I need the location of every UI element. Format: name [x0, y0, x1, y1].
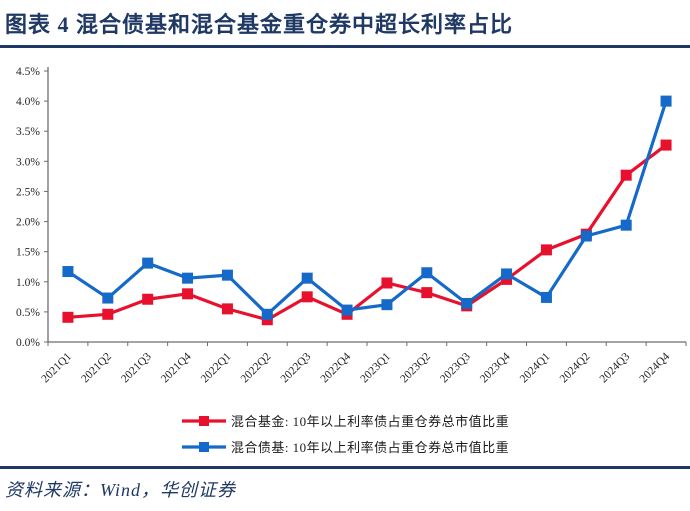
series-marker-1: [381, 299, 393, 311]
line-chart: 0.0% 0.5% 1.0% 1.5% 2.0% 2.5% 3.0% 3.5% 4.0% 4.5%…: [16, 66, 687, 385]
legend-label: 混合基金: 10年以上利率债占重仓券总市值比重: [230, 414, 510, 429]
data-source-note: 资料来源：Wind，华创证券: [5, 480, 237, 500]
title-divider: [0, 45, 690, 48]
series-marker-0: [620, 169, 632, 181]
legend-marker-icon: [181, 441, 226, 452]
series-line-0: [67, 143, 668, 322]
x-category-label: 2021Q2: [79, 350, 114, 385]
series-marker-0: [301, 291, 313, 303]
series-marker-1: [142, 257, 154, 269]
x-category-label: 2023Q2: [398, 350, 433, 385]
x-category-label: 2021Q4: [159, 350, 194, 385]
legend-item-1: 混合债基: 10年以上利率债占重仓券总市值比重: [181, 436, 509, 457]
series-marker-1: [261, 308, 273, 320]
y-tick-label: 2.0%: [16, 217, 40, 229]
series-marker-0: [381, 277, 393, 289]
series-marker-1: [461, 297, 473, 309]
x-category-label: 2023Q1: [358, 350, 393, 385]
y-tick-label: 0.5%: [16, 307, 40, 319]
series-marker-0: [102, 308, 114, 320]
series-marker-0: [221, 303, 233, 315]
series-marker-0: [182, 288, 194, 300]
x-category-label: 2022Q1: [199, 350, 234, 385]
series-marker-0: [540, 244, 552, 256]
x-category-label: 2024Q2: [558, 350, 593, 385]
legend-marker-icon: [181, 415, 226, 426]
series-marker-1: [620, 219, 632, 231]
series-marker-1: [580, 230, 592, 242]
x-category-label: 2021Q3: [119, 350, 154, 385]
series-marker-1: [421, 267, 433, 279]
y-tick-label: 1.0%: [16, 277, 40, 289]
series-marker-1: [221, 269, 233, 281]
series-marker-1: [660, 95, 672, 107]
series-marker-1: [501, 268, 513, 280]
legend-item-0: 混合基金: 10年以上利率债占重仓券总市值比重: [181, 410, 509, 431]
series-marker-1: [182, 272, 194, 284]
y-tick-label: 3.0%: [16, 156, 40, 168]
series-line-1: [67, 100, 668, 316]
y-tick-label: 4.5%: [16, 66, 40, 78]
chart-legend: 混合基金: 10年以上利率债占重仓券总市值比重 混合债基: 10年以上利率债占重仓…: [0, 410, 690, 457]
series-marker-0: [660, 139, 672, 151]
x-category-label: 2024Q4: [637, 350, 672, 385]
y-tick-label: 2.5%: [16, 186, 40, 198]
y-tick-label: 0.0%: [16, 337, 40, 349]
x-category-label: 2021Q1: [39, 350, 74, 385]
series-marker-0: [62, 311, 74, 323]
series-marker-0: [421, 287, 433, 299]
x-category-label: 2024Q1: [518, 350, 553, 385]
y-tick-label: 4.0%: [16, 96, 40, 108]
x-category-label: 2022Q2: [239, 350, 274, 385]
y-tick-label: 1.5%: [16, 247, 40, 259]
y-tick-label: 3.5%: [16, 126, 40, 138]
series-marker-1: [301, 272, 313, 284]
x-category-label: 2023Q4: [478, 350, 513, 385]
x-category-label: 2022Q4: [318, 350, 353, 385]
series-marker-1: [540, 291, 552, 303]
x-category-label: 2023Q3: [438, 350, 473, 385]
legend-label: 混合债基: 10年以上利率债占重仓券总市值比重: [230, 440, 510, 455]
series-marker-1: [102, 292, 114, 304]
x-category-label: 2022Q3: [279, 350, 314, 385]
series-marker-1: [62, 266, 74, 278]
figure-title: 图表 4 混合债基和混合基金重仓券中超长利率占比: [5, 12, 514, 37]
series-marker-0: [142, 293, 154, 305]
series-marker-1: [341, 304, 353, 316]
footer-divider: [0, 466, 690, 469]
x-category-label: 2024Q3: [598, 350, 633, 385]
